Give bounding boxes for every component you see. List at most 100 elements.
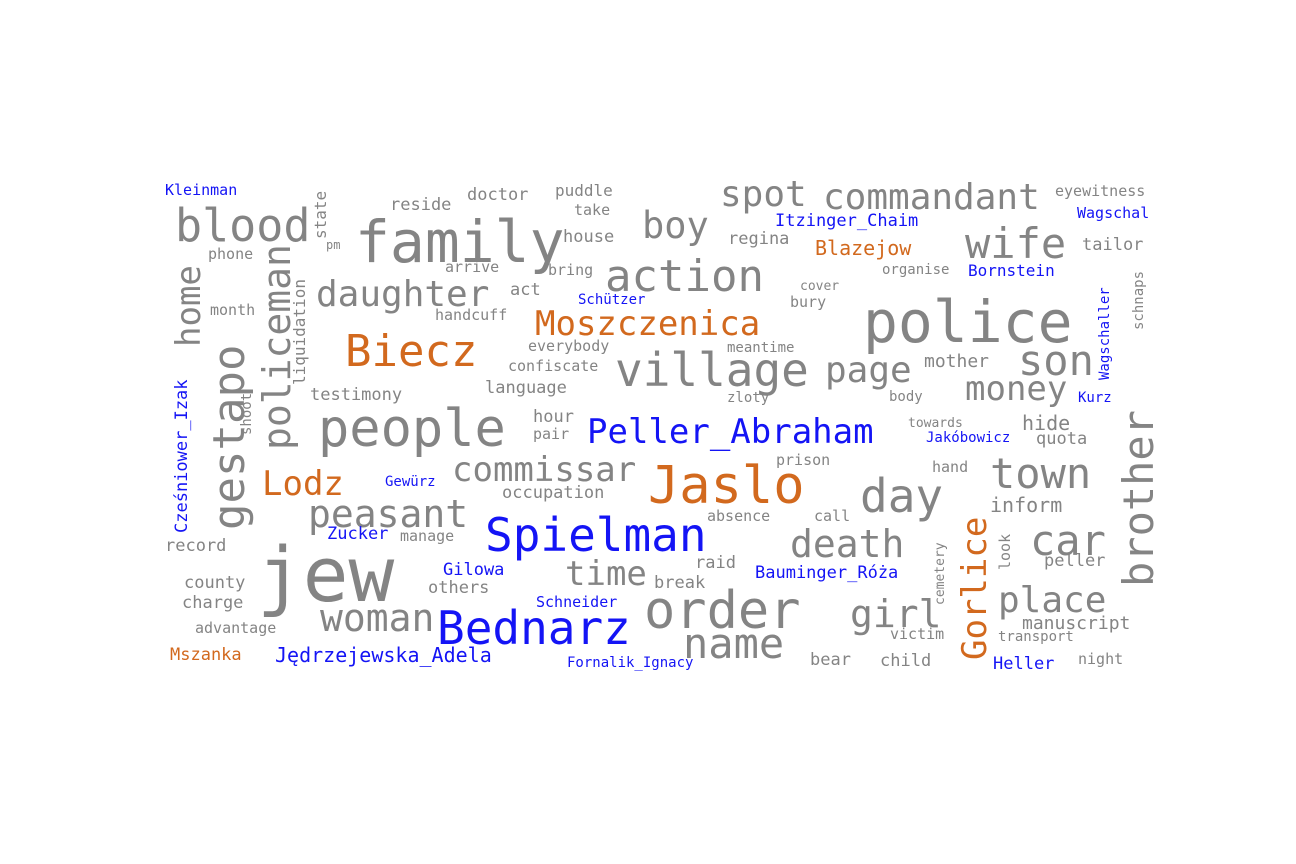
word-family: family: [355, 208, 565, 276]
word-call: call: [814, 507, 851, 525]
word-organise: organise: [882, 262, 950, 278]
word-confiscate: confiscate: [508, 357, 599, 375]
word-order: order: [644, 581, 801, 641]
word-peller: peller: [1044, 551, 1106, 571]
word-jedrzejewska-adela: Jędrzejewska_Adela: [275, 643, 492, 667]
word-manage: manage: [400, 527, 455, 545]
word-pm: pm: [326, 238, 341, 252]
word-boy: boy: [642, 204, 709, 247]
word-daughter: daughter: [316, 274, 490, 315]
word-village: village: [615, 343, 809, 397]
word-schneider: Schneider: [536, 593, 618, 611]
word-woman: woman: [320, 596, 435, 640]
word-people: people: [318, 399, 506, 459]
word-biecz: Biecz: [345, 326, 478, 377]
word-record: record: [165, 536, 227, 556]
word-lodz: Lodz: [262, 464, 344, 504]
word-mother: mother: [924, 351, 990, 372]
word-take: take: [574, 201, 611, 219]
word-eyewitness: eyewitness: [1055, 182, 1146, 200]
word-zloty: zloty: [727, 390, 770, 406]
word-money: money: [965, 369, 1068, 409]
word-son: son: [1018, 336, 1094, 385]
word-charge: charge: [182, 593, 244, 613]
word-shoot: shoot: [239, 392, 255, 435]
word-testimony: testimony: [310, 385, 403, 405]
word-wagschal: Wagschal: [1077, 204, 1150, 222]
word-page: page: [825, 350, 912, 391]
word-look: look: [996, 533, 1014, 570]
word-inform: inform: [990, 493, 1063, 517]
word-gilowa: Gilowa: [443, 560, 505, 580]
word-cloud: Kleinman state reside doctor puddle take…: [160, 174, 1163, 680]
word-peller-abraham: Peller_Abraham: [587, 412, 874, 452]
word-brother: brother: [1114, 409, 1163, 587]
word-itzinger-chaim: Itzinger_Chaim: [775, 211, 919, 231]
word-hide: hide: [1022, 411, 1071, 435]
word-czesniower-izak: Cześniower_Izak: [172, 379, 192, 533]
word-arrive: arrive: [445, 258, 500, 276]
word-time: time: [565, 554, 647, 594]
word-house: house: [563, 227, 615, 247]
word-absence: absence: [707, 507, 771, 525]
word-child: child: [880, 651, 932, 671]
word-car: car: [1030, 516, 1106, 565]
word-day: day: [860, 469, 944, 523]
word-kurz: Kurz: [1078, 390, 1112, 406]
word-reside: reside: [390, 195, 452, 215]
word-police: police: [863, 288, 1073, 356]
word-commandant: commandant: [823, 177, 1040, 218]
word-manuscript: manuscript: [1022, 613, 1131, 634]
word-action: action: [605, 251, 764, 302]
word-act: act: [510, 280, 541, 300]
word-break: break: [654, 573, 706, 593]
word-cover: cover: [800, 279, 840, 294]
word-everybody: everybody: [528, 337, 610, 355]
word-hand: hand: [932, 458, 969, 476]
word-gewurz: Gewürz: [385, 474, 436, 490]
word-home: home: [169, 265, 209, 347]
word-bauminger-roza: Bauminger_Róża: [755, 563, 899, 583]
word-blazejow: Blazejow: [815, 236, 912, 260]
word-bornstein: Bornstein: [968, 261, 1055, 280]
word-bring: bring: [548, 261, 594, 279]
word-prison: prison: [776, 451, 831, 469]
word-commissar: commissar: [452, 450, 637, 490]
word-regina: regina: [728, 229, 790, 249]
word-victim: victim: [890, 625, 945, 643]
word-fornalik-ignacy: Fornalik_Ignacy: [567, 655, 694, 671]
word-towards: towards: [908, 416, 963, 431]
word-county: county: [184, 573, 246, 593]
word-bear: bear: [810, 650, 851, 670]
word-advantage: advantage: [195, 619, 277, 637]
word-spot: spot: [720, 174, 807, 215]
word-month: month: [210, 301, 256, 319]
word-others: others: [428, 578, 490, 598]
word-transport: transport: [998, 629, 1074, 645]
word-quota: quota: [1036, 429, 1088, 449]
word-liquidation: liquidation: [290, 279, 309, 385]
word-raid: raid: [695, 553, 736, 573]
word-blood: blood: [175, 199, 311, 252]
word-wagschaller: Wagschaller: [1097, 287, 1113, 380]
word-jew: jew: [257, 530, 395, 619]
word-zucker: Zucker: [327, 524, 389, 544]
word-moszczenica: Moszczenica: [535, 304, 761, 344]
word-bednarz: Bednarz: [437, 601, 631, 655]
word-hour: hour: [533, 407, 574, 427]
word-bury: bury: [790, 293, 827, 311]
word-body: body: [889, 389, 923, 405]
word-death: death: [790, 522, 905, 566]
word-schutzer: Schützer: [578, 292, 646, 308]
word-tailor: tailor: [1082, 235, 1144, 255]
word-schnaps: schnaps: [1131, 270, 1147, 330]
word-town: town: [990, 449, 1092, 498]
word-mszanka: Mszanka: [170, 645, 242, 665]
word-gestapo: gestapo: [204, 344, 255, 530]
word-pair: pair: [533, 425, 570, 443]
word-jaslo: Jaslo: [648, 456, 805, 516]
word-jakobowicz: Jakóbowicz: [926, 430, 1011, 446]
word-wife: wife: [965, 219, 1067, 268]
word-girl: girl: [850, 592, 942, 636]
word-night: night: [1078, 650, 1124, 668]
